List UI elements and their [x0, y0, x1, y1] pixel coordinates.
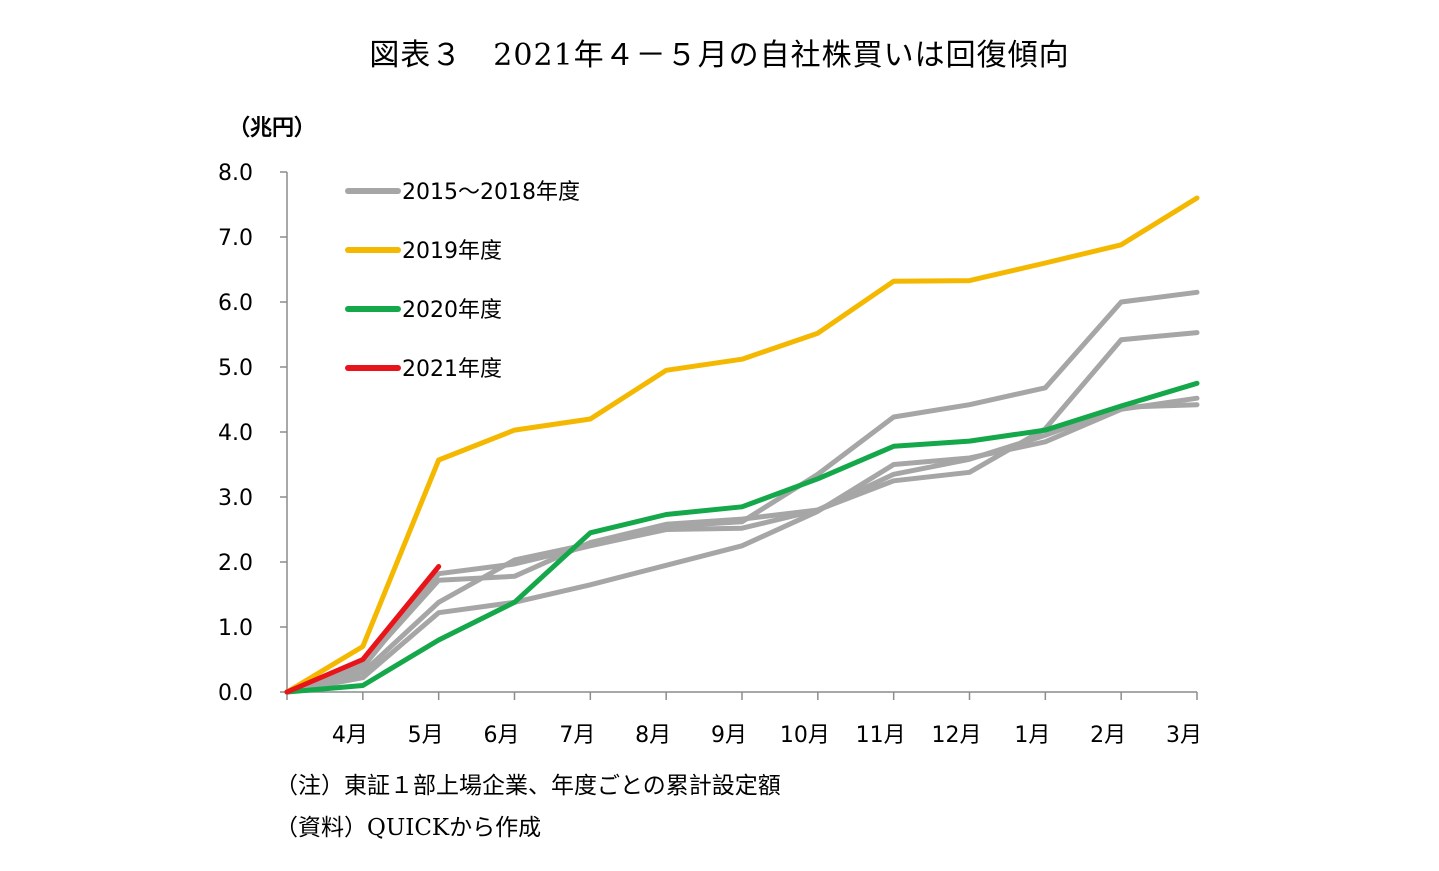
y-tick-label: 3.0 — [218, 486, 253, 511]
y-tick-label: 2.0 — [218, 551, 253, 576]
y-tick-label: 0.0 — [218, 681, 253, 706]
x-tick-label: 10月 — [780, 723, 830, 748]
y-tick-label: 5.0 — [218, 356, 253, 381]
x-tick-label: 2月 — [1090, 723, 1126, 748]
chart-title: 図表３ 2021年４－５月の自社株買いは回復傾向 — [369, 38, 1070, 73]
chart-legend: 2015～2018年度 2019年度 2020年度 2021年度 — [345, 180, 580, 382]
x-tick-label: 1月 — [1014, 723, 1050, 748]
x-tick-label: 7月 — [559, 723, 595, 748]
legend-label: 2019年度 — [402, 239, 502, 264]
x-tick-label: 3月 — [1166, 723, 1202, 748]
series-line-2 — [284, 330, 1200, 695]
x-tick-label: 6月 — [484, 723, 520, 748]
x-tick-label: 11月 — [856, 723, 906, 748]
series-line-3 — [284, 395, 1200, 695]
series-line-7 — [284, 564, 442, 695]
legend-label: 2015～2018年度 — [402, 180, 580, 205]
chart-source: （資料）QUICKから作成 — [275, 815, 542, 841]
legend-label: 2020年度 — [402, 298, 502, 323]
x-tick-label: 12月 — [932, 723, 982, 748]
y-tick-label: 1.0 — [218, 616, 253, 641]
y-tick-label: 4.0 — [218, 421, 253, 446]
chart-note: （注）東証１部上場企業、年度ごとの累計設定額 — [275, 773, 781, 799]
chart-lines — [284, 195, 1200, 695]
series-line-4 — [284, 402, 1200, 695]
series-line-1 — [284, 289, 1200, 695]
series-line-5 — [284, 195, 1200, 695]
y-axis-unit-label: （兆円） — [228, 116, 317, 141]
y-tick-label: 7.0 — [218, 226, 253, 251]
series-line-6 — [284, 380, 1200, 695]
y-tick-label: 6.0 — [218, 291, 253, 316]
x-tick-label: 9月 — [711, 723, 747, 748]
y-tick-label: 8.0 — [218, 161, 253, 186]
chart-axes: 0.0 1.0 2.0 3.0 4.0 5.0 6.0 7.0 8.0 4月 5月 6月 7月 8月 9月 1… — [218, 161, 1202, 748]
x-tick-label: 5月 — [408, 723, 444, 748]
x-tick-label: 4月 — [332, 723, 368, 748]
legend-label: 2021年度 — [402, 357, 502, 382]
x-tick-label: 8月 — [635, 723, 671, 748]
